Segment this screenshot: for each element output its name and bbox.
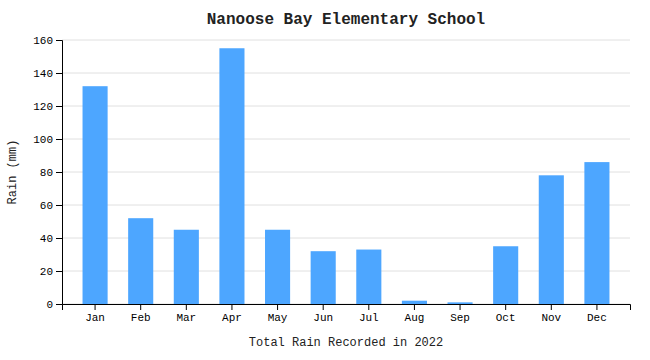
y-tick: 140 <box>33 68 62 80</box>
grid-line <box>62 172 630 173</box>
y-tick: 60 <box>40 200 62 212</box>
x-tick: Jan <box>85 304 105 324</box>
x-axis-line <box>63 305 631 311</box>
x-tick-mark <box>323 304 324 310</box>
grid-line <box>62 139 630 140</box>
x-tick-label: Jun <box>313 312 333 324</box>
chart-container: Jan Feb Mar Apr May Jun Jul Aug Sep Oct Nov Dec 0 20 4… <box>0 0 650 360</box>
x-tick-mark <box>277 304 278 310</box>
y-tick-mark <box>56 205 62 206</box>
y-tick-label: 100 <box>33 134 53 146</box>
grid-line <box>62 40 630 41</box>
x-tick-label: Nov <box>541 312 561 324</box>
chart-svg: Jan Feb Mar Apr May Jun Jul Aug Sep Oct Nov Dec 0 20 4… <box>0 0 650 360</box>
y-tick: 100 <box>33 134 62 146</box>
chart-title: Nanoose Bay Elementary School <box>207 11 485 29</box>
x-tick: May <box>268 304 288 324</box>
x-tick: Jul <box>359 304 379 324</box>
x-tick-label: Oct <box>496 312 516 324</box>
x-tick-label: Feb <box>131 312 151 324</box>
x-tick-label: Apr <box>222 312 242 324</box>
y-tick-label: 140 <box>33 68 53 80</box>
y-tick-label: 120 <box>33 101 53 113</box>
y-tick-label: 160 <box>33 35 53 47</box>
y-tick: 120 <box>33 101 62 113</box>
bar <box>402 301 427 304</box>
x-tick: Feb <box>131 304 151 324</box>
bar <box>219 48 244 304</box>
y-tick-mark <box>56 106 62 107</box>
y-tick: 80 <box>40 167 62 179</box>
x-tick-mark <box>231 304 232 310</box>
y-tick-label: 80 <box>40 167 53 179</box>
bar <box>584 162 609 304</box>
x-axis: Jan Feb Mar Apr May Jun Jul Aug Sep Oct Nov Dec <box>63 304 631 324</box>
bar <box>174 230 199 304</box>
y-tick: 20 <box>40 266 62 278</box>
bar <box>311 251 336 304</box>
y-tick-mark <box>56 238 62 239</box>
y-tick-label: 60 <box>40 200 53 212</box>
x-tick: Jun <box>313 304 333 324</box>
x-tick-mark <box>186 304 187 310</box>
x-tick: Mar <box>176 304 196 324</box>
x-tick-mark <box>368 304 369 310</box>
x-tick-label: Aug <box>405 312 425 324</box>
bar <box>128 218 153 304</box>
y-tick: 40 <box>40 233 62 245</box>
y-tick-mark <box>56 73 62 74</box>
y-tick: 160 <box>33 35 62 47</box>
y-tick-mark <box>56 139 62 140</box>
y-tick-label: 20 <box>40 266 53 278</box>
y-tick-label: 40 <box>40 233 53 245</box>
bar <box>493 246 518 304</box>
bars <box>83 48 610 304</box>
plot-area: Jan Feb Mar Apr May Jun Jul Aug Sep Oct Nov Dec 0 20 4… <box>33 35 630 324</box>
bar <box>356 250 381 304</box>
x-tick-mark <box>95 304 96 310</box>
y-axis: 0 20 40 60 80 100 120 140 160 <box>33 35 62 311</box>
bar <box>448 302 473 304</box>
x-tick-mark <box>596 304 597 310</box>
x-tick-mark <box>460 304 461 310</box>
y-tick-mark <box>56 271 62 272</box>
y-tick: 0 <box>46 299 62 311</box>
bar <box>83 86 108 304</box>
x-tick-mark <box>414 304 415 310</box>
bar <box>539 175 564 304</box>
x-tick-label: Sep <box>450 312 470 324</box>
y-tick-mark <box>56 304 62 305</box>
x-tick-mark <box>140 304 141 310</box>
grid-line <box>62 73 630 74</box>
x-tick: Aug <box>405 304 425 324</box>
x-tick-label: Jul <box>359 312 379 324</box>
y-axis-line <box>56 41 63 305</box>
x-tick-mark <box>505 304 506 310</box>
x-tick-label: May <box>268 312 288 324</box>
x-tick-label: Dec <box>587 312 607 324</box>
x-tick: Nov <box>541 304 561 324</box>
grid <box>62 40 630 304</box>
x-tick-label: Mar <box>176 312 196 324</box>
x-tick: Apr <box>222 304 242 324</box>
bar <box>265 230 290 304</box>
x-axis-title: Total Rain Recorded in 2022 <box>249 336 443 350</box>
y-tick-mark <box>56 172 62 173</box>
x-tick: Dec <box>587 304 607 324</box>
grid-line <box>62 106 630 107</box>
y-axis-title: Rain (mm) <box>6 140 20 205</box>
x-tick-mark <box>551 304 552 310</box>
x-tick-label: Jan <box>85 312 105 324</box>
x-tick: Oct <box>496 304 516 324</box>
y-tick-label: 0 <box>46 299 53 311</box>
x-tick: Sep <box>450 304 470 324</box>
y-tick-mark <box>56 40 62 41</box>
